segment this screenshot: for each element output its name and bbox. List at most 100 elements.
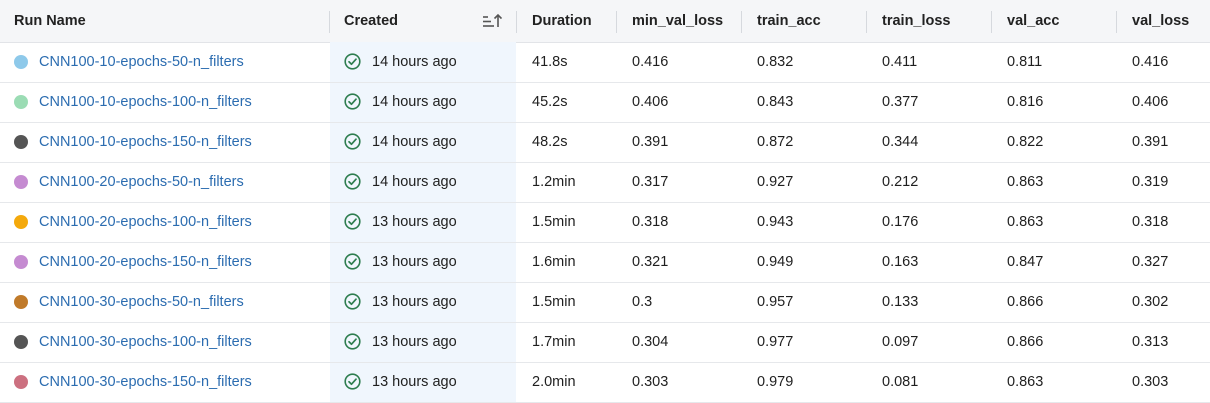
run-color-dot[interactable] bbox=[14, 255, 28, 269]
min-val-loss-cell: 0.391 bbox=[632, 134, 669, 150]
run-name-link[interactable]: CNN100-30-epochs-100-n_filters bbox=[39, 334, 252, 350]
table-row[interactable]: CNN100-30-epochs-50-n_filters 13 hours a… bbox=[0, 282, 1210, 323]
created-cell: 14 hours ago bbox=[372, 174, 457, 190]
min-val-loss-cell: 0.3 bbox=[632, 294, 653, 310]
table-row[interactable]: CNN100-30-epochs-150-n_filters 13 hours … bbox=[0, 362, 1210, 403]
column-resize-handle[interactable] bbox=[866, 11, 867, 33]
run-name-link[interactable]: CNN100-20-epochs-100-n_filters bbox=[39, 214, 252, 230]
run-name-link[interactable]: CNN100-30-epochs-50-n_filters bbox=[39, 294, 244, 310]
run-color-dot[interactable] bbox=[14, 335, 28, 349]
run-color-dot[interactable] bbox=[14, 55, 28, 69]
val-acc-cell: 0.866 bbox=[1007, 334, 1044, 350]
train-loss-cell: 0.081 bbox=[882, 374, 919, 390]
duration-cell: 1.7min bbox=[532, 334, 576, 350]
train-acc-cell: 0.979 bbox=[757, 374, 794, 390]
created-cell: 13 hours ago bbox=[372, 374, 457, 390]
val-loss-cell: 0.303 bbox=[1132, 374, 1169, 390]
train-acc-cell: 0.832 bbox=[757, 54, 794, 70]
run-color-dot[interactable] bbox=[14, 175, 28, 189]
column-header-train-acc[interactable]: train_acc bbox=[757, 13, 821, 29]
check-circle-icon bbox=[344, 93, 361, 110]
column-resize-handle[interactable] bbox=[991, 11, 992, 33]
created-cell: 13 hours ago bbox=[372, 254, 457, 270]
min-val-loss-cell: 0.303 bbox=[632, 374, 669, 390]
duration-cell: 1.6min bbox=[532, 254, 576, 270]
column-resize-handle[interactable] bbox=[1116, 11, 1117, 33]
check-circle-icon bbox=[344, 333, 361, 350]
val-loss-cell: 0.416 bbox=[1132, 54, 1169, 70]
created-cell: 14 hours ago bbox=[372, 94, 457, 110]
duration-cell: 1.5min bbox=[532, 294, 576, 310]
run-name-link[interactable]: CNN100-20-epochs-50-n_filters bbox=[39, 174, 244, 190]
val-loss-cell: 0.327 bbox=[1132, 254, 1169, 270]
duration-cell: 48.2s bbox=[532, 134, 568, 150]
column-header-duration[interactable]: Duration bbox=[532, 13, 592, 29]
column-header-train-loss[interactable]: train_loss bbox=[882, 13, 951, 29]
run-color-dot[interactable] bbox=[14, 215, 28, 229]
table-row[interactable]: CNN100-10-epochs-50-n_filters 14 hours a… bbox=[0, 42, 1210, 83]
created-cell: 13 hours ago bbox=[372, 334, 457, 350]
val-loss-cell: 0.313 bbox=[1132, 334, 1169, 350]
run-name-link[interactable]: CNN100-20-epochs-150-n_filters bbox=[39, 254, 252, 270]
duration-cell: 1.5min bbox=[532, 214, 576, 230]
val-loss-cell: 0.406 bbox=[1132, 94, 1169, 110]
check-circle-icon bbox=[344, 253, 361, 270]
min-val-loss-cell: 0.406 bbox=[632, 94, 669, 110]
column-header-val-loss[interactable]: val_loss bbox=[1132, 13, 1190, 29]
check-circle-icon bbox=[344, 173, 361, 190]
run-name-link[interactable]: CNN100-30-epochs-150-n_filters bbox=[39, 374, 252, 390]
table-row[interactable]: CNN100-20-epochs-50-n_filters 14 hours a… bbox=[0, 162, 1210, 203]
table-row[interactable]: CNN100-20-epochs-100-n_filters 13 hours … bbox=[0, 202, 1210, 243]
train-acc-cell: 0.843 bbox=[757, 94, 794, 110]
created-cell: 13 hours ago bbox=[372, 214, 457, 230]
check-circle-icon bbox=[344, 213, 361, 230]
column-header-val-acc[interactable]: val_acc bbox=[1007, 13, 1060, 29]
column-resize-handle[interactable] bbox=[329, 11, 330, 33]
duration-cell: 2.0min bbox=[532, 374, 576, 390]
run-color-dot[interactable] bbox=[14, 135, 28, 149]
val-acc-cell: 0.863 bbox=[1007, 214, 1044, 230]
train-acc-cell: 0.949 bbox=[757, 254, 794, 270]
train-acc-cell: 0.872 bbox=[757, 134, 794, 150]
duration-cell: 41.8s bbox=[532, 54, 568, 70]
val-loss-cell: 0.318 bbox=[1132, 214, 1169, 230]
train-acc-cell: 0.957 bbox=[757, 294, 794, 310]
train-acc-cell: 0.977 bbox=[757, 334, 794, 350]
run-name-link[interactable]: CNN100-10-epochs-50-n_filters bbox=[39, 54, 244, 70]
column-header-run-name[interactable]: Run Name bbox=[14, 13, 86, 29]
column-header-created[interactable]: Created bbox=[344, 13, 398, 29]
val-loss-cell: 0.302 bbox=[1132, 294, 1169, 310]
val-loss-cell: 0.319 bbox=[1132, 174, 1169, 190]
check-circle-icon bbox=[344, 133, 361, 150]
val-acc-cell: 0.822 bbox=[1007, 134, 1044, 150]
run-color-dot[interactable] bbox=[14, 375, 28, 389]
column-resize-handle[interactable] bbox=[516, 11, 517, 33]
train-acc-cell: 0.943 bbox=[757, 214, 794, 230]
run-color-dot[interactable] bbox=[14, 95, 28, 109]
train-loss-cell: 0.163 bbox=[882, 254, 919, 270]
run-name-link[interactable]: CNN100-10-epochs-100-n_filters bbox=[39, 94, 252, 110]
check-circle-icon bbox=[344, 293, 361, 310]
val-acc-cell: 0.863 bbox=[1007, 374, 1044, 390]
train-loss-cell: 0.133 bbox=[882, 294, 919, 310]
check-circle-icon bbox=[344, 373, 361, 390]
duration-cell: 1.2min bbox=[532, 174, 576, 190]
val-acc-cell: 0.866 bbox=[1007, 294, 1044, 310]
created-cell: 14 hours ago bbox=[372, 134, 457, 150]
duration-cell: 45.2s bbox=[532, 94, 568, 110]
val-acc-cell: 0.811 bbox=[1007, 54, 1043, 70]
column-resize-handle[interactable] bbox=[616, 11, 617, 33]
table-row[interactable]: CNN100-10-epochs-100-n_filters 14 hours … bbox=[0, 82, 1210, 123]
column-resize-handle[interactable] bbox=[741, 11, 742, 33]
val-acc-cell: 0.816 bbox=[1007, 94, 1044, 110]
table-row[interactable]: CNN100-20-epochs-150-n_filters 13 hours … bbox=[0, 242, 1210, 283]
column-header-min-val-loss[interactable]: min_val_loss bbox=[632, 13, 724, 29]
train-loss-cell: 0.377 bbox=[882, 94, 919, 110]
min-val-loss-cell: 0.321 bbox=[632, 254, 669, 270]
run-name-link[interactable]: CNN100-10-epochs-150-n_filters bbox=[39, 134, 252, 150]
table-row[interactable]: CNN100-10-epochs-150-n_filters 14 hours … bbox=[0, 122, 1210, 163]
table-row[interactable]: CNN100-30-epochs-100-n_filters 13 hours … bbox=[0, 322, 1210, 363]
train-acc-cell: 0.927 bbox=[757, 174, 794, 190]
sort-ascending-icon[interactable] bbox=[482, 13, 503, 29]
run-color-dot[interactable] bbox=[14, 295, 28, 309]
